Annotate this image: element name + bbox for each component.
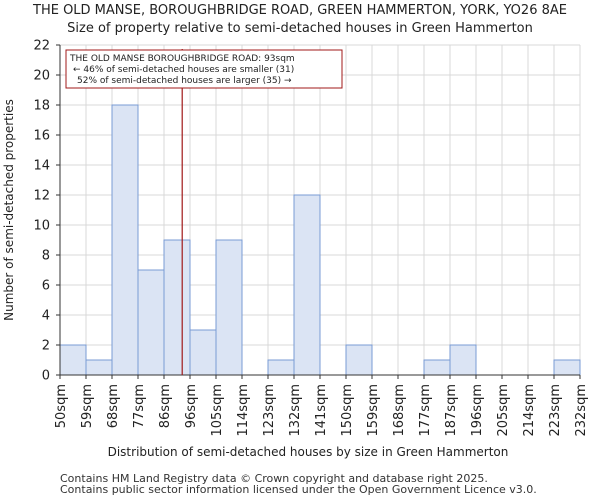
x-tick-label: 196sqm xyxy=(470,384,485,437)
x-tick-label: 223sqm xyxy=(548,384,563,437)
chart-subtitle: Size of property relative to semi-detach… xyxy=(67,21,533,36)
x-axis-label: Distribution of semi-detached houses by … xyxy=(108,445,509,459)
y-axis-label: Number of semi-detached properties xyxy=(2,99,16,321)
x-tick-label: 114sqm xyxy=(236,384,251,437)
y-tick-label: 0 xyxy=(42,369,50,384)
y-tick-label: 16 xyxy=(33,129,50,144)
footer-line-1: Contains HM Land Registry data © Crown c… xyxy=(60,472,488,485)
x-tick-label: 150sqm xyxy=(340,384,355,437)
histogram-bar xyxy=(59,344,87,376)
annotation-line-1: THE OLD MANSE BOROUGHBRIDGE ROAD: 93sqm xyxy=(69,54,295,64)
x-tick-label: 168sqm xyxy=(392,384,407,437)
x-tick-label: 59sqm xyxy=(80,384,95,428)
x-tick-label: 141sqm xyxy=(314,384,329,437)
x-tick-label: 132sqm xyxy=(288,384,303,437)
y-tick-label: 20 xyxy=(33,69,50,84)
histogram-bar xyxy=(267,359,295,376)
y-tick-label: 8 xyxy=(42,249,50,264)
histogram-bar xyxy=(423,359,451,376)
annotation-box: THE OLD MANSE BOROUGHBRIDGE ROAD: 93sqm … xyxy=(65,49,343,89)
histogram-bar xyxy=(163,239,191,376)
annotation-line-3: 52% of semi-detached houses are larger (… xyxy=(77,76,292,86)
y-tick-label: 6 xyxy=(42,279,50,294)
histogram-bar xyxy=(111,104,139,376)
x-tick-label: 159sqm xyxy=(366,384,381,437)
footer-line-2: Contains public sector information licen… xyxy=(60,483,537,496)
histogram-bar xyxy=(215,239,243,376)
y-tick-label: 2 xyxy=(42,339,50,354)
x-tick-label: 214sqm xyxy=(522,384,537,437)
x-tick-label: 96sqm xyxy=(184,384,199,428)
y-tick-label: 18 xyxy=(33,99,50,114)
annotation-line-2: ← 46% of semi-detached houses are smalle… xyxy=(73,65,294,75)
histogram-bar xyxy=(449,344,477,376)
x-tick-label: 177sqm xyxy=(418,384,433,437)
x-tick-label: 232sqm xyxy=(574,384,589,437)
histogram-bar xyxy=(553,359,581,376)
histogram-bar xyxy=(189,329,217,376)
y-tick-label: 22 xyxy=(33,39,50,54)
x-tick-label: 123sqm xyxy=(262,384,277,437)
histogram-bar xyxy=(345,344,373,376)
x-tick-label: 105sqm xyxy=(210,384,225,437)
x-tick-label: 86sqm xyxy=(158,384,173,428)
y-tick-label: 14 xyxy=(33,159,50,174)
histogram-bar xyxy=(137,269,165,376)
y-tick-label: 10 xyxy=(33,219,50,234)
y-tick-label: 4 xyxy=(42,309,50,324)
x-tick-label: 187sqm xyxy=(444,384,459,437)
x-tick-label: 68sqm xyxy=(106,384,121,428)
histogram-bar xyxy=(85,359,113,376)
x-tick-label: 77sqm xyxy=(132,384,147,428)
histogram-bar xyxy=(293,194,321,376)
y-tick-label: 12 xyxy=(33,189,50,204)
x-tick-label: 50sqm xyxy=(54,384,69,428)
x-tick-label: 205sqm xyxy=(496,384,511,437)
chart-title: THE OLD MANSE, BOROUGHBRIDGE ROAD, GREEN… xyxy=(33,3,567,18)
